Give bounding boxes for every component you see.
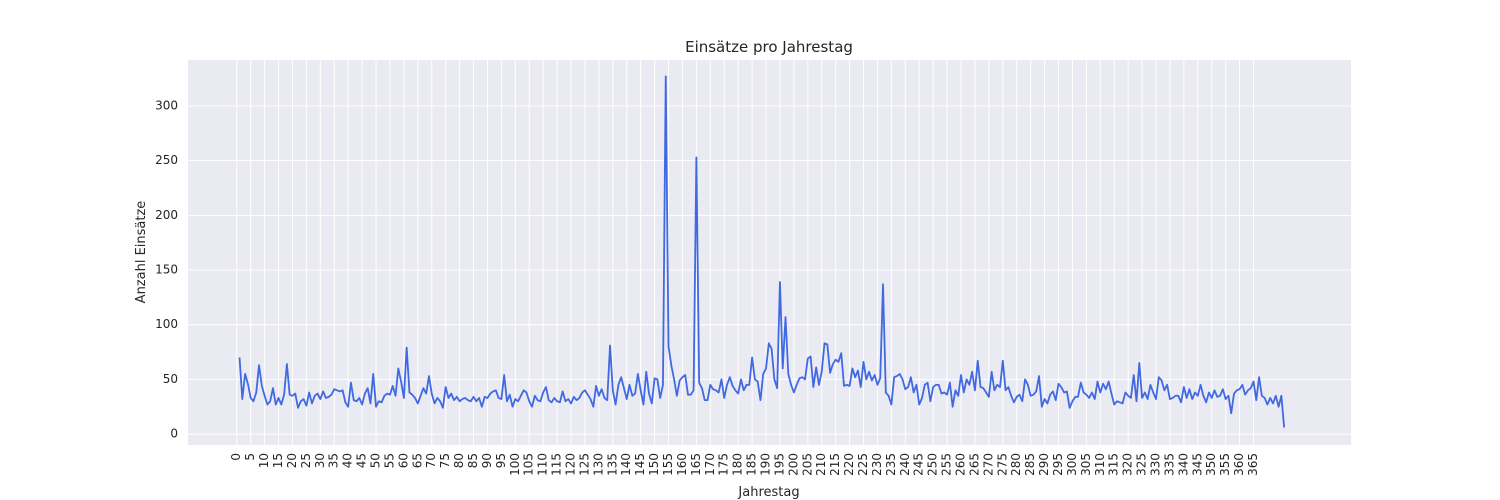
y-gridlines <box>188 105 1351 435</box>
x-tick-label: 335 <box>1162 453 1176 476</box>
x-tick-label: 235 <box>884 453 898 476</box>
y-tick-label: 300 <box>155 98 178 112</box>
y-tick-labels: 0 50 100 150 200 250 300 <box>155 98 178 440</box>
x-tick-label: 125 <box>577 453 591 476</box>
chart-title: Einsätze pro Jahrestag <box>685 38 853 56</box>
x-tick-label: 15 <box>271 453 285 468</box>
x-tick-label: 30 <box>313 453 327 468</box>
x-tick-label: 90 <box>480 453 494 468</box>
x-tick-label: 240 <box>898 453 912 476</box>
x-tick-label: 345 <box>1190 453 1204 476</box>
y-tick-label: 250 <box>155 153 178 167</box>
x-tick-label: 20 <box>285 453 299 468</box>
x-axis-label: Jahrestag <box>737 485 799 500</box>
x-tick-label: 95 <box>494 453 508 468</box>
x-tick-label: 295 <box>1051 453 1065 476</box>
x-tick-label: 140 <box>619 453 633 476</box>
x-tick-label: 320 <box>1121 453 1135 476</box>
y-tick-label: 0 <box>170 427 178 441</box>
x-tick-label: 265 <box>967 453 981 476</box>
x-tick-label: 365 <box>1246 453 1260 476</box>
x-tick-label: 40 <box>341 453 355 468</box>
x-tick-label: 70 <box>424 453 438 468</box>
x-tick-label: 10 <box>257 453 271 468</box>
x-tick-label: 250 <box>926 453 940 476</box>
x-tick-label: 80 <box>452 453 466 468</box>
x-tick-label: 85 <box>466 453 480 468</box>
x-tick-label: 150 <box>647 453 661 476</box>
x-tick-label: 55 <box>382 453 396 468</box>
x-tick-label: 100 <box>508 453 522 476</box>
x-tick-label: 25 <box>299 453 313 468</box>
y-tick-label: 200 <box>155 208 178 222</box>
y-axis-label: Anzahl Einsätze <box>134 201 149 304</box>
x-tick-label: 270 <box>981 453 995 476</box>
x-tick-label: 60 <box>396 453 410 468</box>
x-tick-label: 275 <box>995 453 1009 476</box>
x-tick-labels: 0 5 10 15 20 25 30 35 40 45 50 55 60 65 70 75 80 85 90 95 10… <box>229 453 1260 476</box>
x-tick-label: 220 <box>842 453 856 476</box>
x-tick-label: 300 <box>1065 453 1079 476</box>
x-tick-label: 145 <box>633 453 647 476</box>
x-tick-label: 230 <box>870 453 884 476</box>
x-tick-label: 285 <box>1023 453 1037 476</box>
x-tick-label: 255 <box>940 453 954 476</box>
x-tick-label: 185 <box>745 453 759 476</box>
x-tick-label: 340 <box>1176 453 1190 476</box>
x-tick-label: 155 <box>661 453 675 476</box>
x-gridlines <box>236 60 1255 445</box>
x-tick-label: 305 <box>1079 453 1093 476</box>
x-tick-label: 130 <box>591 453 605 476</box>
x-tick-label: 325 <box>1135 453 1149 476</box>
x-tick-label: 330 <box>1149 453 1163 476</box>
x-tick-label: 5 <box>243 453 257 461</box>
y-tick-label: 150 <box>155 263 178 277</box>
x-tick-label: 290 <box>1037 453 1051 476</box>
x-tick-label: 105 <box>522 453 536 476</box>
x-tick-label: 165 <box>689 453 703 476</box>
x-tick-label: 205 <box>800 453 814 476</box>
x-tick-label: 210 <box>814 453 828 476</box>
x-tick-label: 160 <box>675 453 689 476</box>
x-tick-label: 245 <box>912 453 926 476</box>
y-tick-label: 100 <box>155 317 178 331</box>
series-line <box>238 75 1286 428</box>
x-tick-label: 215 <box>828 453 842 476</box>
y-tick-label: 50 <box>163 372 178 386</box>
x-tick-label: 35 <box>327 453 341 468</box>
x-tick-label: 120 <box>564 453 578 476</box>
x-tick-label: 180 <box>731 453 745 476</box>
x-tick-label: 225 <box>856 453 870 476</box>
x-tick-label: 360 <box>1232 453 1246 476</box>
x-tick-label: 260 <box>954 453 968 476</box>
x-tick-label: 200 <box>786 453 800 476</box>
x-tick-label: 135 <box>605 453 619 476</box>
x-tick-label: 45 <box>355 453 369 468</box>
x-tick-label: 195 <box>772 453 786 476</box>
x-tick-label: 355 <box>1218 453 1232 476</box>
x-tick-label: 50 <box>369 453 383 468</box>
x-tick-label: 110 <box>536 453 550 476</box>
x-tick-label: 350 <box>1204 453 1218 476</box>
x-tick-label: 175 <box>717 453 731 476</box>
x-tick-label: 0 <box>229 453 243 461</box>
x-tick-label: 115 <box>550 453 564 476</box>
x-tick-label: 190 <box>759 453 773 476</box>
x-tick-label: 170 <box>703 453 717 476</box>
x-tick-label: 280 <box>1009 453 1023 476</box>
x-tick-label: 75 <box>438 453 452 468</box>
x-tick-label: 310 <box>1093 453 1107 476</box>
x-tick-label: 315 <box>1107 453 1121 476</box>
x-tick-label: 65 <box>410 453 424 468</box>
plot-area <box>188 60 1351 445</box>
